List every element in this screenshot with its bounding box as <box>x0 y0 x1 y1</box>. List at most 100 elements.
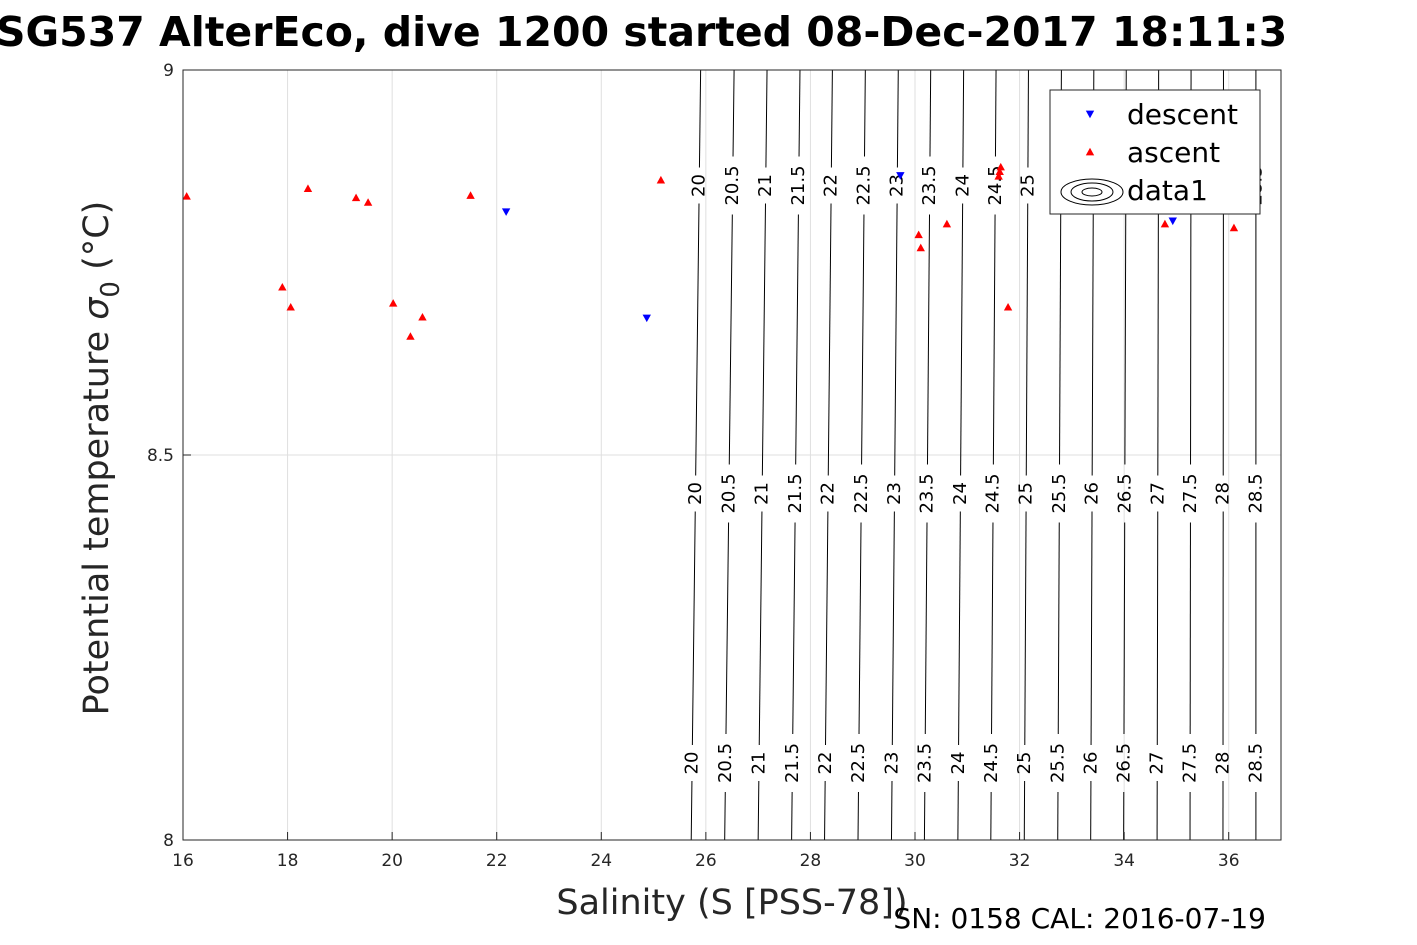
ascent-point <box>656 175 666 184</box>
contour-label: 26.5 <box>1114 473 1135 513</box>
x-tick-label: 34 <box>1113 851 1135 871</box>
x-tick-label: 22 <box>486 851 508 871</box>
contour-line <box>926 214 931 465</box>
contour-label: 20.5 <box>722 165 743 205</box>
contour-label: 23 <box>882 752 903 775</box>
contour-label: 21.5 <box>785 473 806 513</box>
chart-title: SG537 AlterEco, dive 1200 started 08-Dec… <box>0 8 1287 56</box>
contour-line <box>891 511 895 746</box>
y-tick-label: 8.5 <box>147 446 174 466</box>
contour-label: 25 <box>1016 482 1037 505</box>
contour-label: 22.5 <box>854 165 875 205</box>
contour-line <box>690 780 693 840</box>
contour-label: 25 <box>1017 174 1038 197</box>
contour-label: 27 <box>1147 752 1168 775</box>
y-axis-label: Potential temperature σ0 (°C) <box>77 201 126 716</box>
contour-line <box>698 70 702 168</box>
contour-line <box>1124 214 1127 465</box>
contour-line <box>824 780 826 840</box>
ascent-point <box>1160 219 1170 228</box>
contour-line <box>732 70 735 157</box>
x-tick-label: 20 <box>381 851 403 871</box>
x-tick-label: 32 <box>1009 851 1031 871</box>
y-axis-ticks: 88.59 <box>147 61 191 851</box>
x-tick-label: 24 <box>590 851 612 871</box>
y-axis-label-subscript: 0 <box>96 281 126 298</box>
descent-point <box>896 172 905 180</box>
data-points <box>182 162 1239 340</box>
contour-label: 20 <box>689 174 710 197</box>
contour-line <box>858 522 862 735</box>
descent-point <box>1168 217 1177 226</box>
ascent-point <box>303 184 313 192</box>
ascent-point <box>914 230 923 239</box>
contour-label: 24 <box>948 752 969 775</box>
contour-line <box>798 70 801 157</box>
y-tick-label: 8 <box>163 831 174 851</box>
legend-ascent-label: ascent <box>1127 136 1220 169</box>
contour-line <box>1091 203 1094 476</box>
legend-descent-marker <box>1085 110 1095 119</box>
chart-legend: descent ascent data1 <box>1049 89 1261 215</box>
contour-label: 27 <box>1147 482 1168 505</box>
x-axis-label: Salinity (S [PSS-78]) <box>556 883 907 923</box>
x-tick-label: 30 <box>904 851 926 871</box>
ascent-point <box>995 167 1004 175</box>
contour-label: 21.5 <box>782 743 803 783</box>
contour-line <box>1059 214 1062 465</box>
contour-line <box>924 522 928 735</box>
contour-line <box>791 791 793 840</box>
legend-contour-icon <box>1081 187 1103 197</box>
contour-label: 24.5 <box>981 743 1002 783</box>
contour-line <box>765 70 768 168</box>
contour-label: 24 <box>952 174 973 197</box>
contour-line <box>1157 203 1159 476</box>
ascent-point <box>406 332 415 340</box>
contour-line <box>761 203 766 476</box>
contour-line <box>691 511 696 746</box>
contour-label: 26.5 <box>1113 743 1134 783</box>
contour-label: 24 <box>950 482 971 505</box>
contour-label: 26 <box>1082 482 1103 505</box>
contour-label: 23.5 <box>915 743 936 783</box>
contour-label: 21 <box>749 752 770 775</box>
ascent-point <box>363 198 373 206</box>
contour-label: 23.5 <box>917 473 938 513</box>
contour-line <box>1057 522 1060 735</box>
contour-label: 23 <box>884 482 905 505</box>
legend-ascent-marker <box>1085 147 1095 156</box>
legend-box <box>1049 89 1261 215</box>
ascent-point <box>388 299 398 307</box>
contour-label: 25.5 <box>1048 743 1069 783</box>
contour-label: 28 <box>1213 752 1234 775</box>
contour-line <box>1027 70 1029 168</box>
x-tick-label: 28 <box>800 851 822 871</box>
contour-line <box>792 522 796 735</box>
ascent-point <box>351 193 361 202</box>
contour-label: 28 <box>1213 482 1234 505</box>
ascent-point <box>994 172 1003 180</box>
contour-label: 28.5 <box>1245 473 1266 513</box>
contour-line <box>757 780 760 840</box>
contour-label: 25 <box>1014 752 1035 775</box>
contour-line <box>894 203 898 476</box>
contour-label: 26 <box>1080 752 1101 775</box>
ascent-point <box>1229 223 1239 232</box>
contour-label: 22 <box>818 482 839 505</box>
contour-line <box>758 511 763 746</box>
x-tick-label: 16 <box>172 851 194 871</box>
contour-line <box>825 511 829 746</box>
contour-label: 20.5 <box>718 473 739 513</box>
ascent-point <box>182 192 191 200</box>
contour-label: 27.5 <box>1180 743 1201 783</box>
contour-label: 22.5 <box>851 473 872 513</box>
serial-calibration-footer: SN: 0158 CAL: 2016-07-19 <box>893 902 1266 935</box>
contour-label: 21.5 <box>788 165 809 205</box>
legend-data1-label: data1 <box>1127 174 1208 207</box>
contour-line <box>724 791 726 840</box>
y-tick-label: 9 <box>163 61 174 81</box>
x-tick-label: 18 <box>277 851 299 871</box>
ascent-point <box>466 191 475 199</box>
contour-label: 24.5 <box>983 473 1004 513</box>
